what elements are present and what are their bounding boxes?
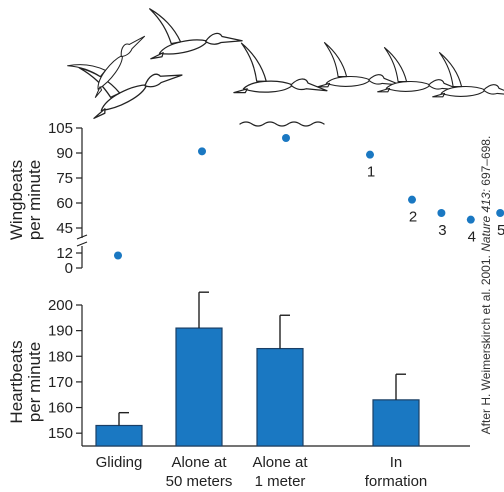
credit-journal: Nature 413: xyxy=(479,189,493,252)
wingbeats-point xyxy=(437,209,446,217)
wingbeats-point-label: 3 xyxy=(438,222,446,239)
heartbeats-categories: Gliding Alone at 50 meters Alone at 1 meter I… xyxy=(96,454,428,490)
wingbeats-point xyxy=(496,209,504,217)
pelican-tail-icon xyxy=(93,108,106,119)
pelican-icon xyxy=(317,42,402,88)
pelican-body-icon xyxy=(325,76,371,87)
wingbeats-point xyxy=(466,215,475,224)
wingbeats-tick-label: 12 xyxy=(56,245,73,262)
heartbeats-ylabel-line2: per minute xyxy=(25,342,44,422)
pelican-icon xyxy=(78,67,183,119)
wingbeats-point xyxy=(366,150,374,159)
heartbeats-tick-label: 180 xyxy=(48,348,73,365)
wingbeats-point xyxy=(282,134,290,142)
heartbeats-ylabel-line1: Heartbeats xyxy=(7,340,26,423)
pelican-tail-icon xyxy=(317,82,331,88)
axis-break-mark xyxy=(76,234,88,240)
heartbeats-tick-label: 150 xyxy=(48,425,73,442)
pelican-tail-icon xyxy=(377,87,391,93)
pelican-wing-icon xyxy=(149,8,182,45)
source-credit: After H. Weimerskirch et al. 2001. Natur… xyxy=(479,136,493,435)
wingbeats-point xyxy=(408,195,416,204)
credit-authors: After H. Weimerskirch et al. 2001. xyxy=(479,255,493,434)
heartbeats-category-label: 1 meter xyxy=(255,473,306,490)
pelican-body-icon xyxy=(242,80,294,93)
pelicans-in-flight-icon xyxy=(67,8,504,127)
pelican-wing-icon xyxy=(323,42,348,78)
heartbeats-tick-label: 170 xyxy=(48,374,73,391)
wingbeats-point-label: 2 xyxy=(409,209,417,226)
wingbeats-ylabel-line1: Wingbeats xyxy=(7,160,26,240)
heartbeats-bar xyxy=(95,424,143,447)
pelican-head-icon xyxy=(290,78,328,92)
wingbeats-tick-label: 0 xyxy=(65,260,73,277)
heartbeats-tick-label: 200 xyxy=(48,297,73,314)
pelican-head-icon xyxy=(204,32,243,45)
pelican-wing-icon xyxy=(240,42,267,82)
pelican-wing-icon xyxy=(67,64,107,78)
pelican-tail-icon xyxy=(233,88,248,94)
pelican-head-icon xyxy=(144,73,183,88)
heartbeats-bars xyxy=(95,291,420,447)
heartbeats-category-label: formation xyxy=(365,473,428,490)
heartbeats-bar xyxy=(175,327,223,447)
pelican-head-icon xyxy=(483,84,504,95)
heartbeats-y-ticks: 150 160 170 180 190 200 xyxy=(48,297,82,442)
wingbeats-y-ticks: 012 45 60 75 90 105 xyxy=(48,120,82,277)
pelican-icon xyxy=(233,42,328,94)
pelican-head-icon xyxy=(120,35,146,58)
wingbeats-ylabel-line2: per minute xyxy=(25,160,44,240)
pelican-body-icon xyxy=(158,39,209,55)
wingbeats-point xyxy=(114,251,122,260)
wingbeats-tick-label: 75 xyxy=(56,170,73,187)
pelican-icon xyxy=(67,35,146,98)
pelican-icon xyxy=(432,52,504,98)
wingbeats-point-label: 1 xyxy=(367,164,375,181)
wingbeats-point xyxy=(198,147,206,156)
heartbeats-category-label: 50 meters xyxy=(166,473,233,490)
water-waves-icon xyxy=(239,121,325,127)
heartbeats-category-label: Gliding xyxy=(96,454,143,471)
heartbeats-bar xyxy=(256,347,304,447)
wingbeats-point-label: 5 xyxy=(497,222,504,239)
heartbeats-tick-label: 190 xyxy=(48,323,73,340)
wingbeats-tick-label: 105 xyxy=(48,120,73,137)
wingbeats-y-axis xyxy=(76,128,88,268)
heartbeats-category-label: Alone at xyxy=(252,454,308,471)
heartbeats-tick-label: 160 xyxy=(48,400,73,417)
wingbeats-points: 12345Last xyxy=(114,134,504,260)
credit-pages: 697–698. xyxy=(479,136,493,186)
heartbeats-bar-panel: 150 160 170 180 190 200 Gliding Alone at 50 met… xyxy=(7,291,470,490)
pelican-wing-icon xyxy=(383,47,408,83)
wingbeats-tick-label: 90 xyxy=(56,145,73,162)
wingbeats-tick-label: 45 xyxy=(56,220,73,237)
wingbeats-point-label: 4 xyxy=(468,229,476,246)
wingbeats-tick-label: 60 xyxy=(56,195,73,212)
pelican-tail-icon xyxy=(432,92,446,98)
pelican-tail-icon xyxy=(150,52,164,60)
heartbeats-category-label: In xyxy=(390,454,403,471)
heartbeats-category-label: Alone at xyxy=(171,454,227,471)
pelican-tail-icon xyxy=(94,86,103,98)
pelican-icon xyxy=(149,8,243,60)
pelican-wing-icon xyxy=(438,52,463,88)
heartbeats-bar xyxy=(372,399,420,447)
axis-break-mark xyxy=(76,241,88,247)
